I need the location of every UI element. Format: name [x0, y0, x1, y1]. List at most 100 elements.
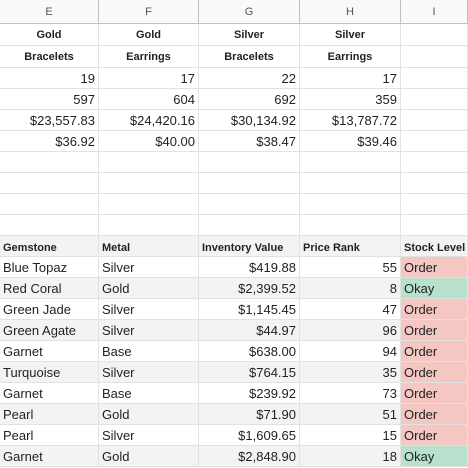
- empty-cell[interactable]: [300, 215, 401, 236]
- stock-level-cell[interactable]: Order: [401, 257, 468, 278]
- table-cell[interactable]: Pearl: [0, 425, 99, 446]
- table-cell[interactable]: Blue Topaz: [0, 257, 99, 278]
- table-cell[interactable]: Base: [99, 383, 199, 404]
- table-cell[interactable]: $239.92: [199, 383, 300, 404]
- table-cell[interactable]: Gold: [99, 446, 199, 467]
- summary-cell[interactable]: $30,134.92: [199, 110, 300, 131]
- summary-header-line1[interactable]: Silver: [300, 24, 401, 46]
- table-cell[interactable]: 8: [300, 278, 401, 299]
- table-cell[interactable]: 55: [300, 257, 401, 278]
- table-header-cell[interactable]: Gemstone: [0, 236, 99, 257]
- table-cell[interactable]: $1,609.65: [199, 425, 300, 446]
- summary-cell[interactable]: 17: [99, 68, 199, 89]
- summary-cell[interactable]: [401, 131, 468, 152]
- summary-header-line1[interactable]: Gold: [99, 24, 199, 46]
- stock-level-cell[interactable]: Order: [401, 425, 468, 446]
- summary-cell[interactable]: $24,420.16: [99, 110, 199, 131]
- table-cell[interactable]: 96: [300, 320, 401, 341]
- table-cell[interactable]: 51: [300, 404, 401, 425]
- summary-header-line2[interactable]: Earrings: [99, 46, 199, 68]
- table-cell[interactable]: 47: [300, 299, 401, 320]
- summary-header-line2[interactable]: Bracelets: [199, 46, 300, 68]
- summary-cell[interactable]: [401, 68, 468, 89]
- table-cell[interactable]: Silver: [99, 320, 199, 341]
- summary-cell[interactable]: [401, 110, 468, 131]
- table-cell[interactable]: $419.88: [199, 257, 300, 278]
- table-cell[interactable]: Green Agate: [0, 320, 99, 341]
- empty-cell[interactable]: [0, 194, 99, 215]
- empty-cell[interactable]: [0, 173, 99, 194]
- summary-header-line1[interactable]: Silver: [199, 24, 300, 46]
- column-header-i[interactable]: I: [401, 0, 468, 24]
- empty-cell[interactable]: [300, 173, 401, 194]
- empty-cell[interactable]: [199, 152, 300, 173]
- empty-cell[interactable]: [99, 194, 199, 215]
- table-cell[interactable]: Silver: [99, 299, 199, 320]
- empty-cell[interactable]: [199, 173, 300, 194]
- table-cell[interactable]: Turquoise: [0, 362, 99, 383]
- empty-cell[interactable]: [0, 152, 99, 173]
- table-cell[interactable]: 35: [300, 362, 401, 383]
- table-cell[interactable]: Silver: [99, 362, 199, 383]
- table-cell[interactable]: Red Coral: [0, 278, 99, 299]
- table-cell[interactable]: Gold: [99, 404, 199, 425]
- summary-cell[interactable]: 692: [199, 89, 300, 110]
- empty-cell[interactable]: [199, 194, 300, 215]
- empty-cell[interactable]: [401, 194, 468, 215]
- empty-cell[interactable]: [401, 215, 468, 236]
- summary-header-line1[interactable]: [401, 24, 468, 46]
- column-header-h[interactable]: H: [300, 0, 401, 24]
- empty-cell[interactable]: [199, 215, 300, 236]
- table-header-cell[interactable]: Price Rank: [300, 236, 401, 257]
- summary-cell[interactable]: 359: [300, 89, 401, 110]
- column-header-e[interactable]: E: [0, 0, 99, 24]
- empty-cell[interactable]: [401, 173, 468, 194]
- table-cell[interactable]: Garnet: [0, 341, 99, 362]
- summary-header-line2[interactable]: [401, 46, 468, 68]
- stock-level-cell[interactable]: Okay: [401, 446, 468, 467]
- stock-level-cell[interactable]: Order: [401, 383, 468, 404]
- table-header-cell[interactable]: Inventory Value: [199, 236, 300, 257]
- table-cell[interactable]: Garnet: [0, 446, 99, 467]
- table-cell[interactable]: Silver: [99, 257, 199, 278]
- table-cell[interactable]: 94: [300, 341, 401, 362]
- summary-cell[interactable]: [401, 89, 468, 110]
- table-cell[interactable]: $44.97: [199, 320, 300, 341]
- table-cell[interactable]: Garnet: [0, 383, 99, 404]
- summary-cell[interactable]: 17: [300, 68, 401, 89]
- summary-cell[interactable]: 604: [99, 89, 199, 110]
- summary-cell[interactable]: 597: [0, 89, 99, 110]
- stock-level-cell[interactable]: Order: [401, 299, 468, 320]
- table-cell[interactable]: 15: [300, 425, 401, 446]
- stock-level-cell[interactable]: Order: [401, 362, 468, 383]
- table-cell[interactable]: $764.15: [199, 362, 300, 383]
- table-cell[interactable]: $638.00: [199, 341, 300, 362]
- table-cell[interactable]: Green Jade: [0, 299, 99, 320]
- stock-level-cell[interactable]: Order: [401, 320, 468, 341]
- empty-cell[interactable]: [401, 152, 468, 173]
- summary-cell[interactable]: $40.00: [99, 131, 199, 152]
- table-cell[interactable]: $71.90: [199, 404, 300, 425]
- table-header-cell[interactable]: Stock Level: [401, 236, 468, 257]
- summary-cell[interactable]: $39.46: [300, 131, 401, 152]
- summary-cell[interactable]: $13,787.72: [300, 110, 401, 131]
- table-cell[interactable]: $2,399.52: [199, 278, 300, 299]
- summary-header-line2[interactable]: Bracelets: [0, 46, 99, 68]
- summary-header-line2[interactable]: Earrings: [300, 46, 401, 68]
- table-cell[interactable]: 18: [300, 446, 401, 467]
- summary-header-line1[interactable]: Gold: [0, 24, 99, 46]
- table-cell[interactable]: Silver: [99, 425, 199, 446]
- table-cell[interactable]: Pearl: [0, 404, 99, 425]
- summary-cell[interactable]: $36.92: [0, 131, 99, 152]
- empty-cell[interactable]: [300, 194, 401, 215]
- column-header-g[interactable]: G: [199, 0, 300, 24]
- table-cell[interactable]: Gold: [99, 278, 199, 299]
- table-cell[interactable]: $1,145.45: [199, 299, 300, 320]
- table-cell[interactable]: $2,848.90: [199, 446, 300, 467]
- stock-level-cell[interactable]: Order: [401, 404, 468, 425]
- empty-cell[interactable]: [0, 215, 99, 236]
- table-cell[interactable]: Base: [99, 341, 199, 362]
- summary-cell[interactable]: 19: [0, 68, 99, 89]
- table-header-cell[interactable]: Metal: [99, 236, 199, 257]
- stock-level-cell[interactable]: Order: [401, 341, 468, 362]
